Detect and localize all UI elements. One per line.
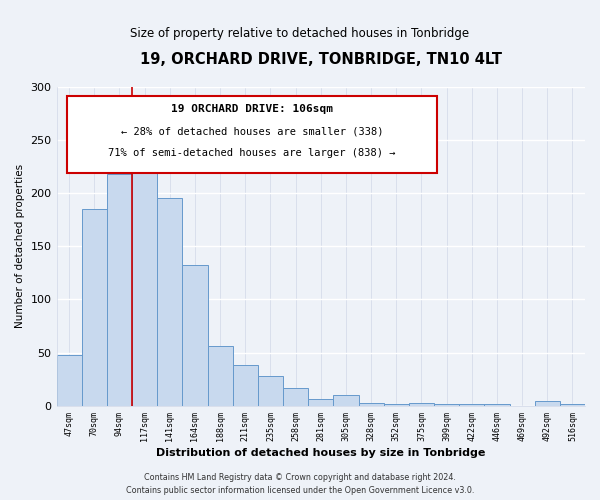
FancyBboxPatch shape bbox=[67, 96, 437, 173]
Bar bbox=[484, 404, 509, 406]
Text: 71% of semi-detached houses are larger (838) →: 71% of semi-detached houses are larger (… bbox=[109, 148, 396, 158]
Bar bbox=[258, 376, 283, 406]
Bar bbox=[560, 404, 585, 406]
Title: 19, ORCHARD DRIVE, TONBRIDGE, TN10 4LT: 19, ORCHARD DRIVE, TONBRIDGE, TN10 4LT bbox=[140, 52, 502, 68]
Bar bbox=[434, 404, 459, 406]
Bar bbox=[132, 140, 157, 406]
Bar bbox=[334, 395, 359, 406]
Bar bbox=[208, 346, 233, 406]
Text: Size of property relative to detached houses in Tonbridge: Size of property relative to detached ho… bbox=[130, 28, 470, 40]
Bar bbox=[56, 354, 82, 406]
X-axis label: Distribution of detached houses by size in Tonbridge: Distribution of detached houses by size … bbox=[156, 448, 485, 458]
Bar bbox=[359, 402, 383, 406]
Y-axis label: Number of detached properties: Number of detached properties bbox=[15, 164, 25, 328]
Bar bbox=[107, 174, 132, 406]
Text: 19 ORCHARD DRIVE: 106sqm: 19 ORCHARD DRIVE: 106sqm bbox=[171, 104, 333, 115]
Bar bbox=[182, 266, 208, 406]
Bar bbox=[283, 388, 308, 406]
Text: Contains HM Land Registry data © Crown copyright and database right 2024.
Contai: Contains HM Land Registry data © Crown c… bbox=[126, 474, 474, 495]
Bar bbox=[82, 209, 107, 406]
Bar bbox=[535, 402, 560, 406]
Text: ← 28% of detached houses are smaller (338): ← 28% of detached houses are smaller (33… bbox=[121, 126, 383, 136]
Bar bbox=[233, 366, 258, 406]
Bar bbox=[409, 402, 434, 406]
Bar bbox=[308, 400, 334, 406]
Bar bbox=[459, 404, 484, 406]
Bar bbox=[157, 198, 182, 406]
Bar bbox=[383, 404, 409, 406]
